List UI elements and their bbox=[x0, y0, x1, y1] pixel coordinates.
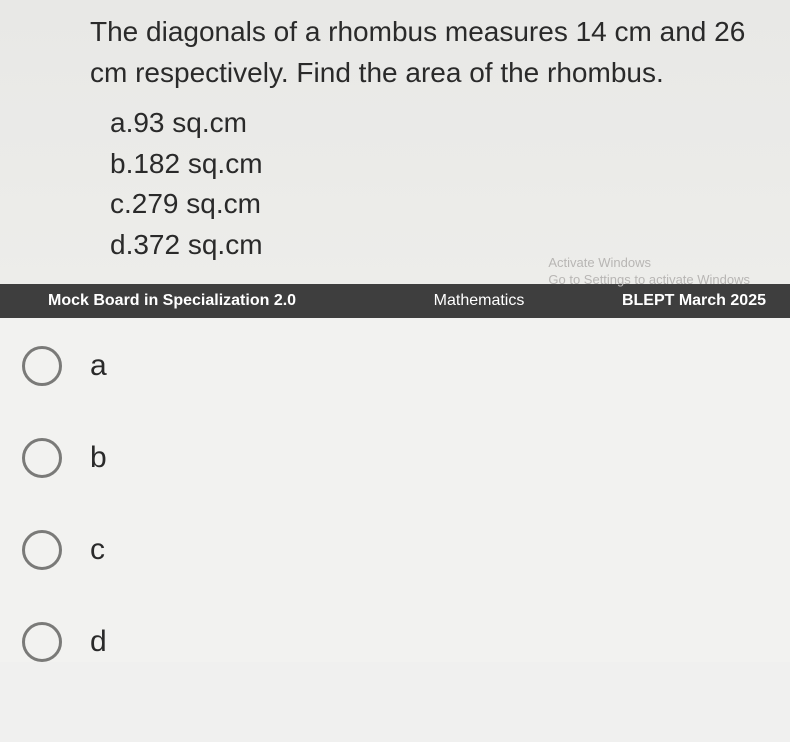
info-bar-right: BLEPT March 2025 bbox=[622, 292, 766, 310]
windows-watermark: Activate Windows Go to Settings to activ… bbox=[548, 255, 750, 289]
radio-circle-icon bbox=[22, 346, 62, 386]
question-area: The diagonals of a rhombus measures 14 c… bbox=[0, 0, 790, 284]
radio-label: b bbox=[90, 441, 107, 475]
info-bar-left: Mock Board in Specialization 2.0 bbox=[48, 292, 296, 310]
watermark-line2: Go to Settings to activate Windows bbox=[548, 272, 750, 289]
radio-label: d bbox=[90, 625, 107, 659]
radio-option-a[interactable]: a bbox=[22, 346, 790, 386]
watermark-line1: Activate Windows bbox=[548, 255, 750, 272]
choice-a: a.93 sq.cm bbox=[110, 103, 750, 144]
radio-option-d[interactable]: d bbox=[22, 622, 790, 662]
radio-label: a bbox=[90, 349, 107, 383]
radio-option-b[interactable]: b bbox=[22, 438, 790, 478]
info-bar-center: Mathematics bbox=[296, 292, 622, 310]
choice-c: c.279 sq.cm bbox=[110, 184, 750, 225]
radio-circle-icon bbox=[22, 530, 62, 570]
answer-area: a b c d bbox=[0, 318, 790, 662]
radio-label: c bbox=[90, 533, 105, 567]
question-text: The diagonals of a rhombus measures 14 c… bbox=[90, 12, 750, 93]
choice-b: b.182 sq.cm bbox=[110, 144, 750, 185]
radio-circle-icon bbox=[22, 622, 62, 662]
radio-circle-icon bbox=[22, 438, 62, 478]
radio-option-c[interactable]: c bbox=[22, 530, 790, 570]
question-choices: a.93 sq.cm b.182 sq.cm c.279 sq.cm d.372… bbox=[90, 103, 750, 265]
